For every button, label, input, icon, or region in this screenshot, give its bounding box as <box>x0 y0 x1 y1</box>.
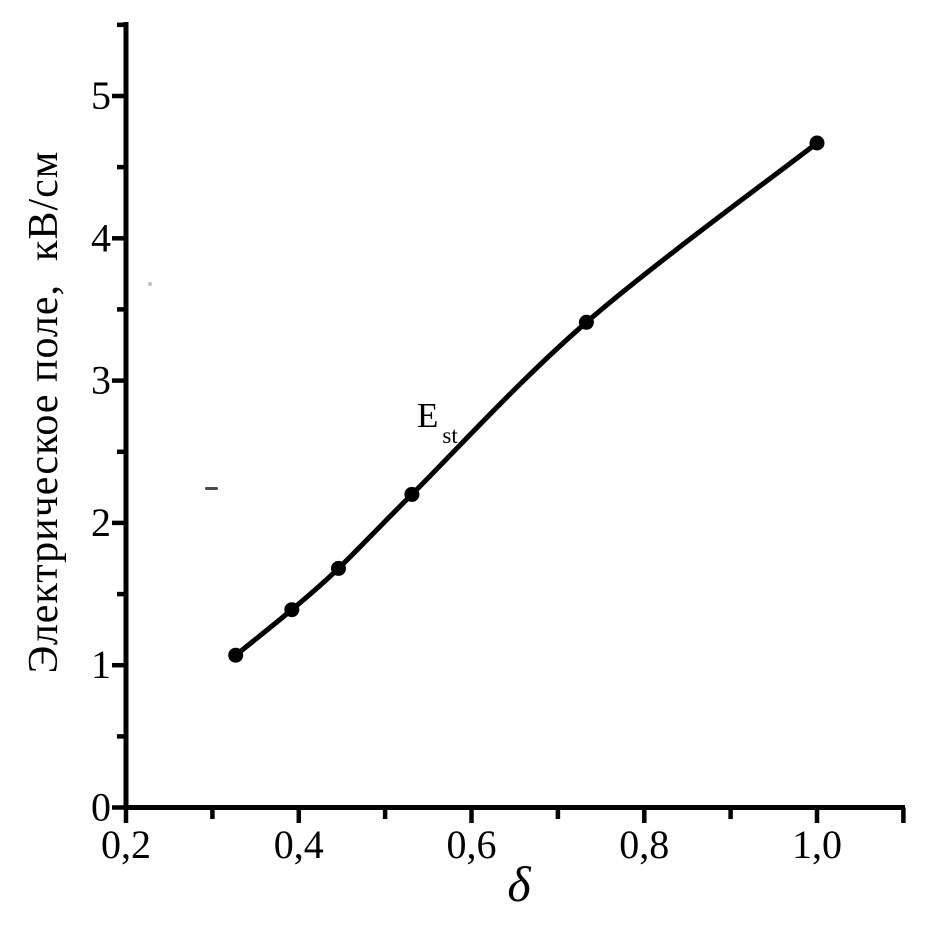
x-tick-label: 0,6 <box>447 822 497 867</box>
y-tick-label: 0 <box>91 785 111 830</box>
y-tick-label: 3 <box>91 358 111 403</box>
curve-annotation-main: E <box>417 396 438 435</box>
data-point <box>228 647 244 663</box>
y-axis-title: Электрическое поле, кВ/см <box>21 151 67 674</box>
y-tick-label: 1 <box>91 642 111 687</box>
y-tick-label: 2 <box>91 500 111 545</box>
curve-annotation-sub: st <box>442 423 458 448</box>
series-layer <box>228 135 825 663</box>
x-axis-title: δ <box>507 856 531 912</box>
y-tick-label: 4 <box>91 215 111 260</box>
scan-artifact-dash <box>205 487 218 490</box>
scan-artifacts <box>148 282 218 490</box>
data-point <box>578 314 594 330</box>
data-point <box>331 560 346 576</box>
curve-annotation: E st <box>417 396 458 448</box>
scan-artifact-speck <box>148 282 152 286</box>
data-point <box>809 135 825 151</box>
x-tick-label: 1,0 <box>792 822 842 867</box>
x-tick-label: 0,4 <box>274 822 324 867</box>
axes-layer: 0 1 2 3 4 5 0,2 0,4 0,6 0,8 1,0 <box>91 22 906 867</box>
data-point <box>404 486 420 502</box>
y-tick-label: 5 <box>91 73 111 118</box>
x-tick-label: 0,2 <box>101 822 151 867</box>
data-point <box>284 602 300 618</box>
series-line <box>233 140 820 658</box>
x-tick-label: 0,8 <box>619 822 669 867</box>
